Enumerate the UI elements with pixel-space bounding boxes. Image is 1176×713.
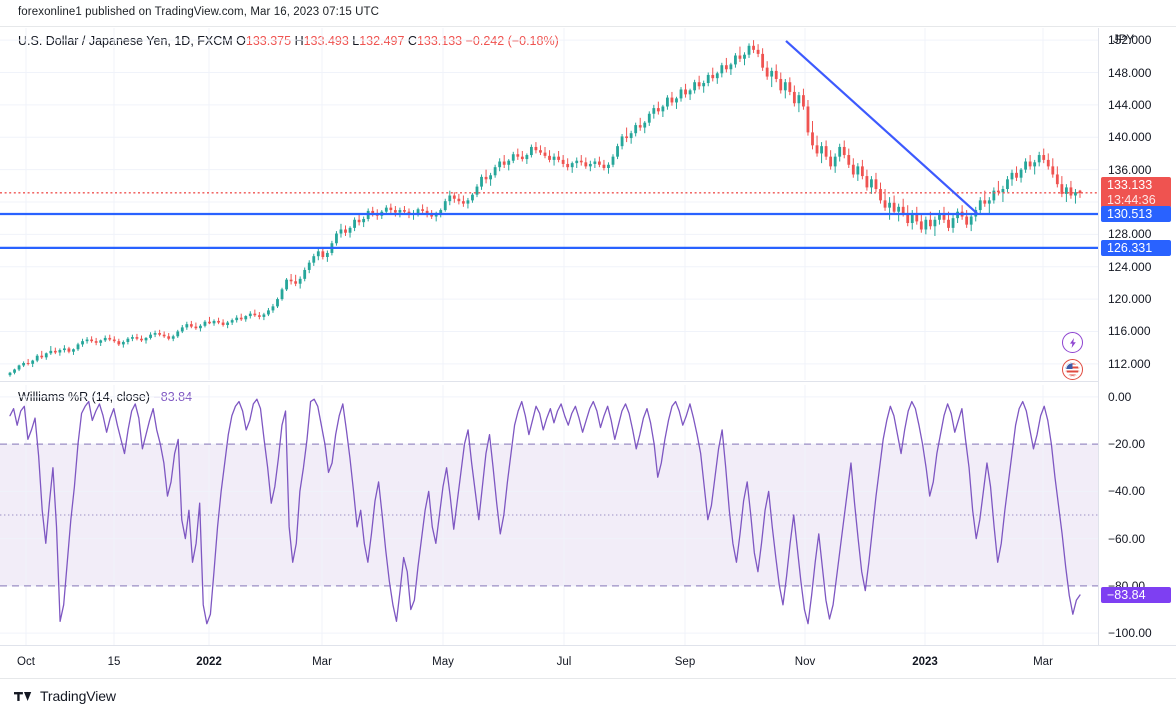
oscillator-tick-label: −100.00	[1108, 626, 1152, 641]
tradingview-mark-icon	[14, 691, 32, 701]
price-chart-svg	[0, 28, 1098, 380]
oscillator-value-badge: −83.84	[1101, 586, 1171, 603]
price-tick-label: 140.000	[1108, 130, 1152, 145]
low-key: L	[352, 34, 360, 48]
oscillator-tick-label: −60.00	[1108, 531, 1146, 546]
tradingview-wordmark: TradingView	[40, 688, 116, 704]
time-tick-label: Mar	[312, 656, 332, 668]
time-tick-label: May	[432, 656, 454, 668]
price-tick-label: 152.000	[1108, 33, 1152, 48]
open-value: 133.375	[245, 34, 292, 48]
time-tick-label: Oct	[17, 656, 35, 668]
flag-glyph	[1065, 362, 1080, 377]
change-value: −0.242 (−0.18%)	[465, 34, 559, 48]
time-tick-label: 15	[107, 656, 121, 668]
price-tick-label: 120.000	[1108, 292, 1152, 307]
last-price-badge: 133.133 13:44:36	[1101, 177, 1171, 209]
symbol-label[interactable]: U.S. Dollar / Japanese Yen, 1D, FXCM	[18, 34, 233, 48]
oscillator-tick-label: −20.00	[1108, 437, 1146, 452]
lightning-bolt-icon[interactable]	[1062, 332, 1083, 353]
low-value: 132.497	[359, 34, 405, 48]
price-tick-label: 144.000	[1108, 97, 1152, 112]
time-tick-label: Nov	[794, 656, 816, 668]
oscillator-tick-label: −40.00	[1108, 484, 1146, 499]
price-tick-label: 116.000	[1108, 324, 1151, 339]
williams-r-pane[interactable]	[0, 385, 1098, 645]
price-pane[interactable]	[0, 28, 1098, 380]
price-tick-label: 128.000	[1108, 227, 1152, 242]
price-tick-label: 124.000	[1108, 259, 1152, 274]
price-axis[interactable]: JPY 152.000 148.000 144.000 140.000 136.000 1…	[1098, 28, 1176, 673]
time-tick-label: 2023	[912, 656, 938, 668]
close-key: C	[407, 34, 417, 48]
oscillator-tick-label: 0.00	[1108, 389, 1132, 404]
us-flag-icon[interactable]	[1062, 359, 1083, 380]
chart-legend: U.S. Dollar / Japanese Yen, 1D, FXCM O13…	[18, 34, 559, 49]
open-key: O	[236, 34, 246, 48]
time-tick-label: Mar	[1033, 656, 1053, 668]
time-tick-label: 2022	[196, 656, 222, 668]
high-value: 133.493	[303, 34, 349, 48]
price-tick-label: 148.000	[1108, 65, 1152, 80]
level-badge-1: 130.513	[1101, 206, 1171, 222]
publisher-text: forexonline1 published on TradingView.co…	[18, 6, 380, 18]
footer-bar: TradingView	[0, 678, 1176, 713]
level-badge-2: 126.331	[1101, 239, 1171, 256]
close-value: 133.133	[416, 34, 463, 48]
high-key: H	[294, 34, 304, 48]
time-tick-label: Jul	[556, 656, 572, 668]
tradingview-logo[interactable]: TradingView	[14, 688, 116, 704]
publisher-bar: forexonline1 published on TradingView.co…	[0, 0, 1176, 27]
last-price-value: 133.133	[1107, 178, 1153, 193]
price-tick-label: 112.000	[1108, 356, 1151, 371]
williams-r-svg	[0, 385, 1098, 645]
price-tick-label: 136.000	[1108, 162, 1152, 177]
pane-divider	[0, 381, 1098, 382]
price-axis-unit: JPY	[1113, 34, 1135, 46]
bar-countdown: 13:44:36	[1107, 193, 1156, 208]
time-axis[interactable]: Oct 15 2022 Mar May Jul Sep Nov 2023 Mar	[0, 645, 1176, 678]
lightning-glyph	[1069, 337, 1076, 348]
time-tick-label: Sep	[674, 656, 696, 668]
